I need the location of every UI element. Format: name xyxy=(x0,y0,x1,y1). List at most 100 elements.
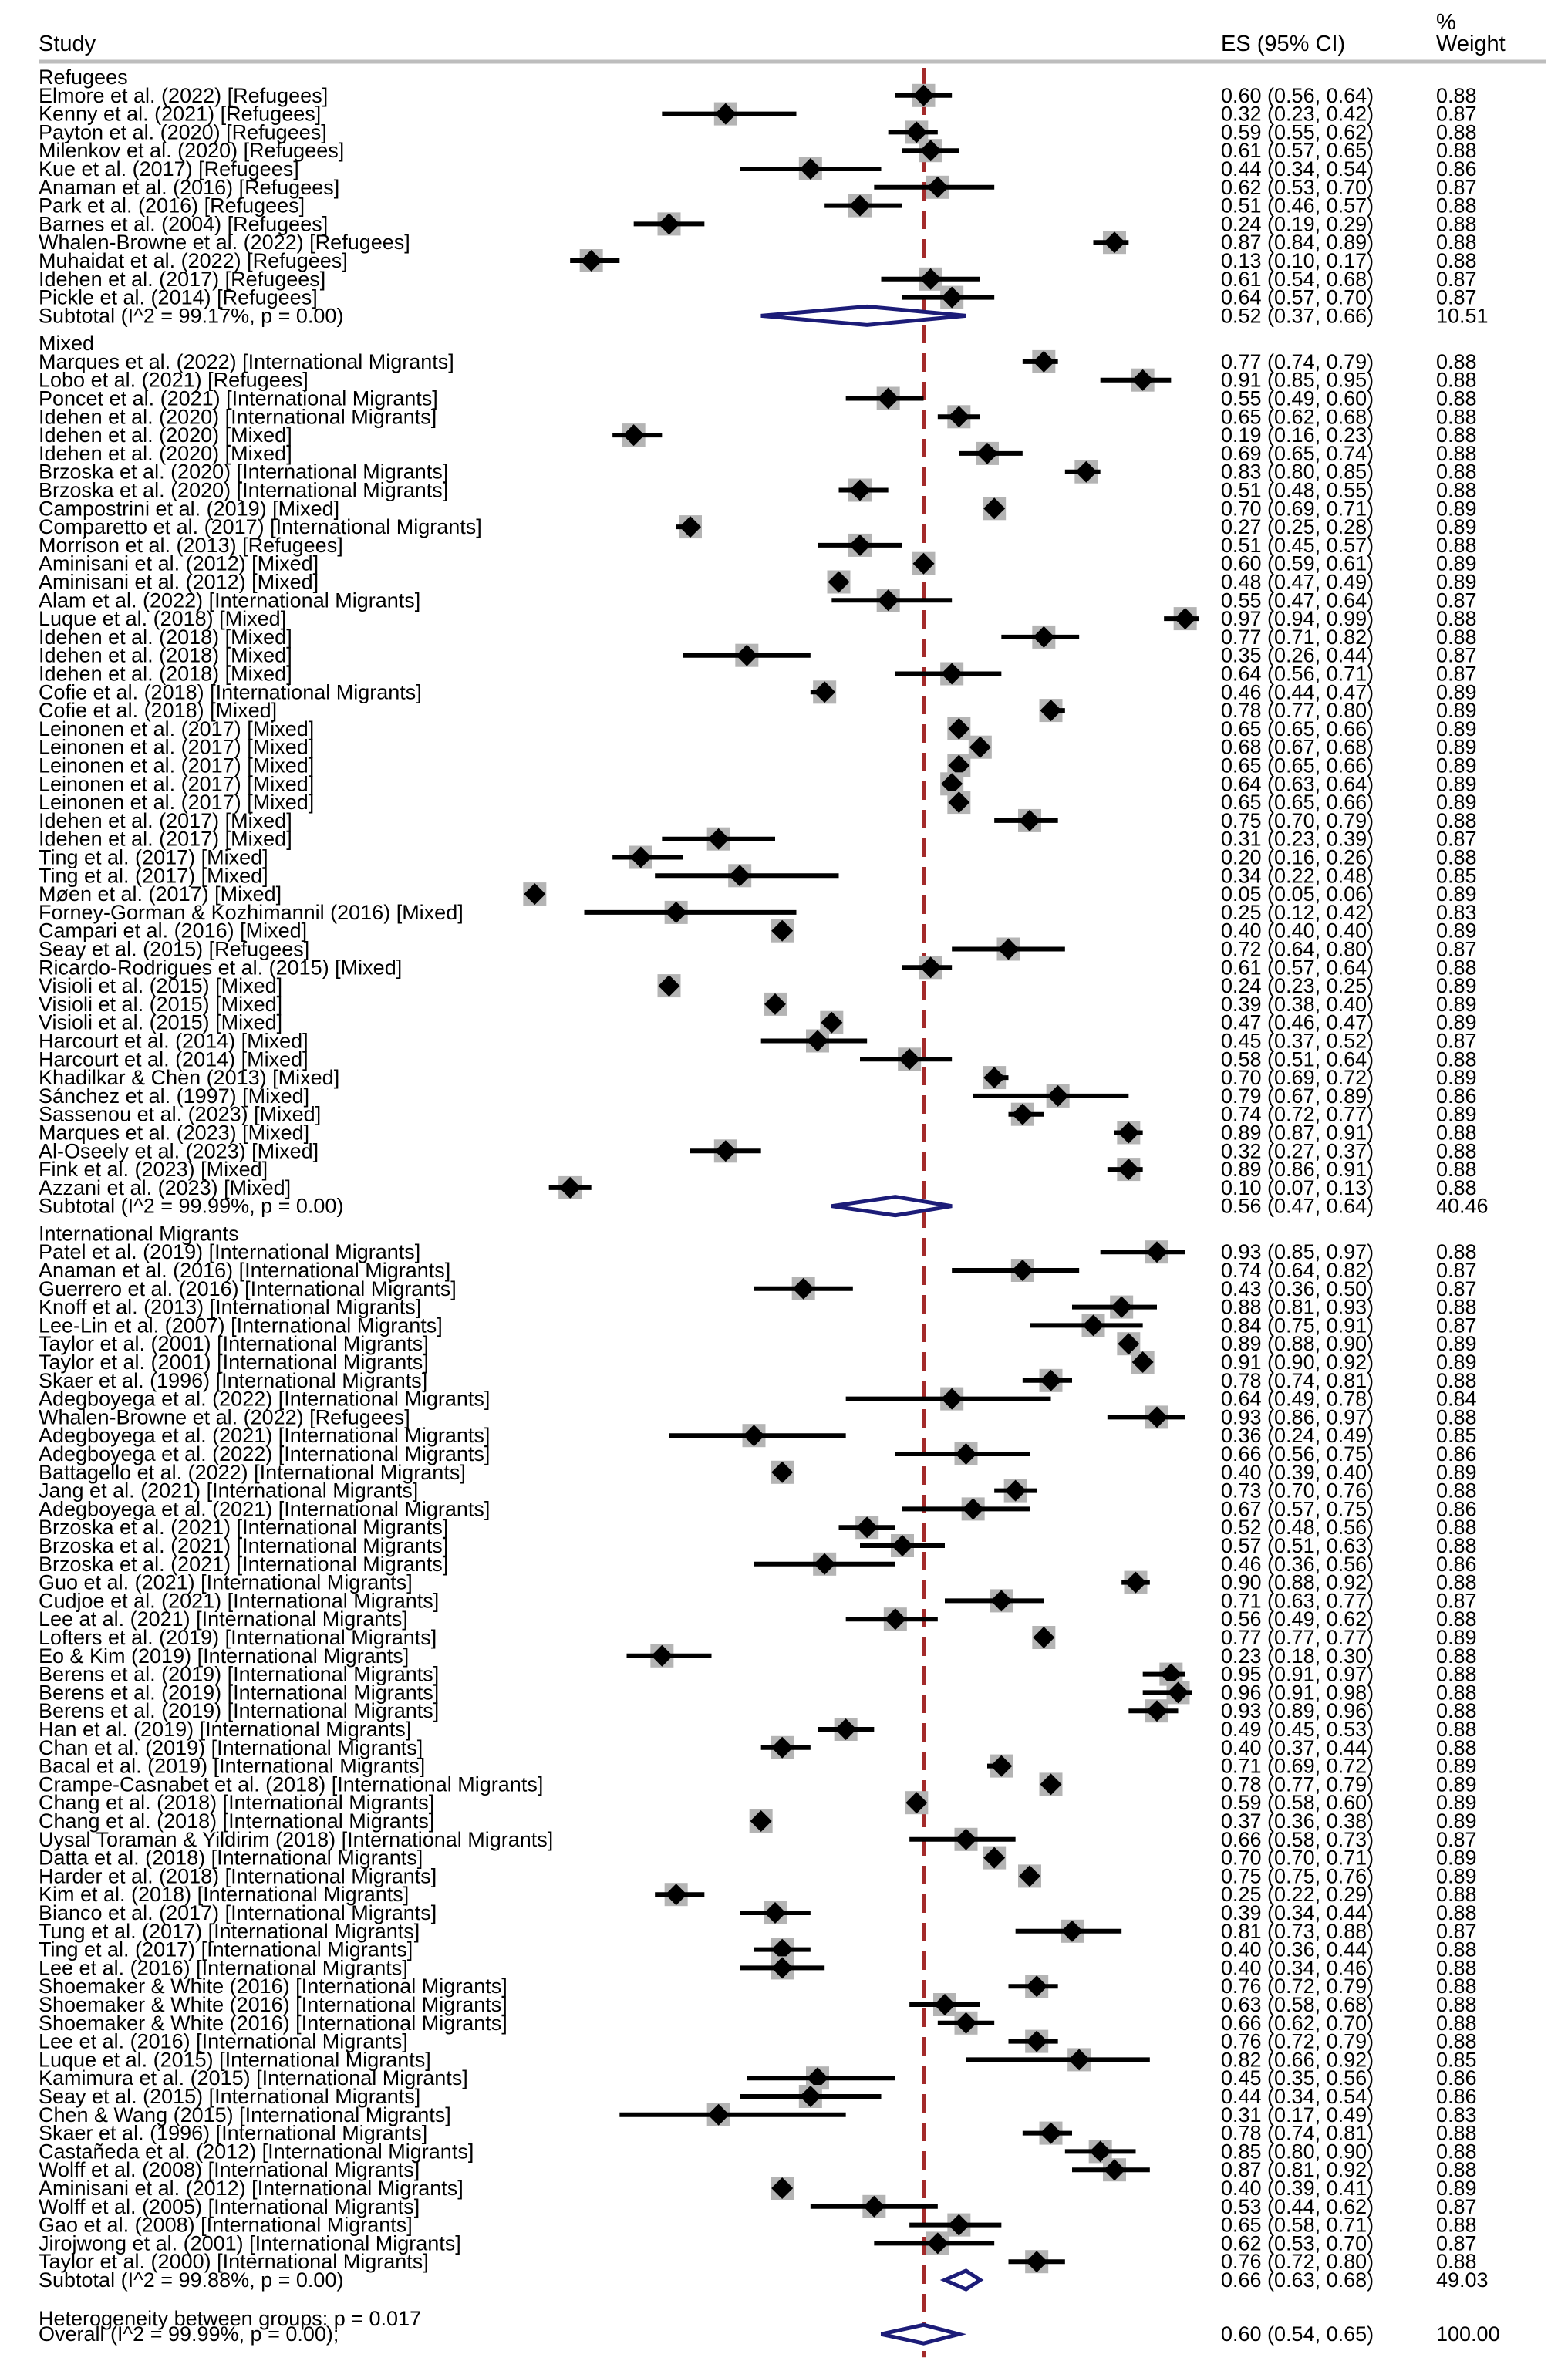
point-estimate xyxy=(1167,1681,1189,1704)
study-label: Chen & Wang (2015) [International Migran… xyxy=(39,2103,451,2126)
effect-size-text: 0.60 (0.59, 0.61) xyxy=(1221,552,1374,575)
point-estimate xyxy=(771,919,794,942)
effect-size-text: 0.19 (0.16, 0.23) xyxy=(1221,423,1374,447)
weight-text: 0.88 xyxy=(1436,1121,1477,1145)
subtotal-label: Subtotal (I^2 = 99.17%, p = 0.00) xyxy=(39,304,343,327)
point-estimate xyxy=(707,828,730,850)
point-estimate xyxy=(983,1847,1006,1869)
point-estimate xyxy=(912,84,935,106)
effect-size-text: 0.40 (0.39, 0.41) xyxy=(1221,2177,1374,2200)
subtotal-weight-text: 49.03 xyxy=(1436,2268,1489,2292)
study-label: Seay et al. (2015) [International Migran… xyxy=(39,2085,420,2108)
point-estimate xyxy=(743,1425,765,1447)
point-estimate xyxy=(1011,1260,1034,1281)
point-estimate xyxy=(1174,608,1196,630)
point-estimate xyxy=(1118,1159,1140,1181)
study-label: Chan et al. (2019) [International Migran… xyxy=(39,1736,423,1759)
study-label: Taylor et al. (2001) [International Migr… xyxy=(39,1332,429,1355)
weight-text: 0.89 xyxy=(1436,699,1477,722)
study-label: Adegboyega et al. (2021) [International … xyxy=(39,1424,490,1447)
weight-text: 0.88 xyxy=(1436,1516,1477,1539)
overall-es-text: 0.60 (0.54, 0.65) xyxy=(1221,2322,1374,2346)
weight-text: 0.86 xyxy=(1436,2085,1477,2108)
weight-text: 0.89 xyxy=(1436,571,1477,594)
weight-text: 0.89 xyxy=(1436,1791,1477,1814)
study-label: Whalen-Browne et al. (2022) [Refugees] xyxy=(39,231,410,254)
effect-size-text: 0.65 (0.65, 0.66) xyxy=(1221,717,1374,740)
study-label: Lofters et al. (2019) [International Mig… xyxy=(39,1626,437,1649)
study-label: Skaer et al. (1996) [International Migra… xyxy=(39,1369,427,1392)
study-label: Seay et al. (2015) [Refugees] xyxy=(39,938,309,961)
study-label: Adegboyega et al. (2021) [International … xyxy=(39,1497,490,1520)
effect-size-text: 0.97 (0.94, 0.99) xyxy=(1221,607,1374,630)
weight-text: 0.88 xyxy=(1436,2122,1477,2145)
effect-size-text: 0.25 (0.22, 0.29) xyxy=(1221,1883,1374,1906)
effect-size-text: 0.46 (0.44, 0.47) xyxy=(1221,680,1374,703)
study-label: Idehen et al. (2018) [Mixed] xyxy=(39,644,292,667)
weight-text: 0.88 xyxy=(1436,350,1477,373)
weight-text: 0.88 xyxy=(1436,84,1477,107)
weight-text: 0.89 xyxy=(1436,1332,1477,1355)
study-label: Al-Oseely et al. (2023) [Mixed] xyxy=(39,1139,319,1162)
weight-text: 0.88 xyxy=(1436,1571,1477,1594)
weight-text: 0.88 xyxy=(1436,1607,1477,1631)
study-label: Brzoska et al. (2020) [International Mig… xyxy=(39,479,448,502)
weight-text: 0.88 xyxy=(1436,460,1477,484)
point-estimate xyxy=(1111,1296,1133,1318)
point-estimate xyxy=(976,442,998,464)
point-estimate xyxy=(892,1535,913,1556)
effect-size-text: 0.87 (0.81, 0.92) xyxy=(1221,2158,1374,2181)
weight-text: 0.88 xyxy=(1436,1369,1477,1392)
study-label: Kim et al. (2018) [International Migrant… xyxy=(39,1883,409,1906)
effect-size-text: 0.59 (0.55, 0.62) xyxy=(1221,120,1374,143)
study-label: Khadilkar & Chen (2013) [Mixed] xyxy=(39,1066,339,1089)
point-estimate xyxy=(926,176,949,198)
weight-text: 0.88 xyxy=(1436,607,1477,630)
effect-size-text: 0.65 (0.65, 0.66) xyxy=(1221,754,1374,777)
point-estimate xyxy=(1082,1314,1104,1337)
effect-size-text: 0.23 (0.18, 0.30) xyxy=(1221,1644,1374,1668)
study-label: Idehen et al. (2017) [Mixed] xyxy=(39,828,292,851)
effect-size-text: 0.73 (0.70, 0.76) xyxy=(1221,1479,1374,1503)
study-label: Idehen et al. (2018) [Mixed] xyxy=(39,626,292,649)
weight-text: 0.83 xyxy=(1436,901,1477,924)
effect-size-text: 0.10 (0.07, 0.13) xyxy=(1221,1176,1374,1199)
study-label: Cudjoe et al. (2021) [International Migr… xyxy=(39,1589,439,1612)
study-label: Uysal Toraman & Yildirim (2018) [Interna… xyxy=(39,1828,553,1851)
point-estimate xyxy=(799,2086,821,2107)
weight-text: 0.89 xyxy=(1436,882,1477,906)
effect-size-text: 0.87 (0.84, 0.89) xyxy=(1221,231,1374,254)
study-label: Chang et al. (2018) [International Migra… xyxy=(39,1809,434,1833)
effect-size-text: 0.70 (0.69, 0.72) xyxy=(1221,1066,1374,1089)
point-estimate xyxy=(983,497,1006,520)
study-label: Sánchez et al. (1997) [Mixed] xyxy=(39,1084,309,1108)
weight-text: 0.88 xyxy=(1436,369,1477,392)
weight-text: 0.85 xyxy=(1436,1424,1477,1447)
effect-size-text: 0.75 (0.75, 0.76) xyxy=(1221,1864,1374,1887)
effect-size-text: 0.13 (0.10, 0.17) xyxy=(1221,249,1374,272)
study-label: Milenkov et al. (2020) [Refugees] xyxy=(39,139,344,162)
point-estimate xyxy=(884,1608,906,1631)
effect-size-text: 0.82 (0.66, 0.92) xyxy=(1221,2048,1374,2071)
point-estimate xyxy=(814,681,836,703)
effect-size-text: 0.31 (0.17, 0.49) xyxy=(1221,2103,1374,2126)
weight-text: 0.89 xyxy=(1436,1847,1477,1870)
group-header: International Migrants xyxy=(39,1222,239,1245)
study-label: Skaer et al. (1996) [International Migra… xyxy=(39,2122,427,2145)
effect-size-text: 0.47 (0.46, 0.47) xyxy=(1221,1011,1374,1034)
weight-text: 0.86 xyxy=(1436,1553,1477,1576)
weight-text: 0.89 xyxy=(1436,1626,1477,1649)
study-label: Taylor et al. (2001) [International Migr… xyxy=(39,1351,429,1374)
weight-text: 0.86 xyxy=(1436,157,1477,180)
point-estimate xyxy=(714,1140,737,1162)
weight-text: 0.86 xyxy=(1436,1497,1477,1520)
weight-text: 0.88 xyxy=(1436,194,1477,218)
point-estimate xyxy=(1026,2030,1048,2052)
study-label: Brzoska et al. (2021) [International Mig… xyxy=(39,1553,448,1576)
study-label: Harder et al. (2018) [International Migr… xyxy=(39,1864,437,1887)
point-estimate xyxy=(580,250,602,272)
point-estimate xyxy=(955,2012,977,2034)
point-estimate xyxy=(814,1553,836,1575)
study-label: Kamimura et al. (2015) [International Mi… xyxy=(39,2066,468,2089)
effect-size-text: 0.44 (0.34, 0.54) xyxy=(1221,157,1374,180)
